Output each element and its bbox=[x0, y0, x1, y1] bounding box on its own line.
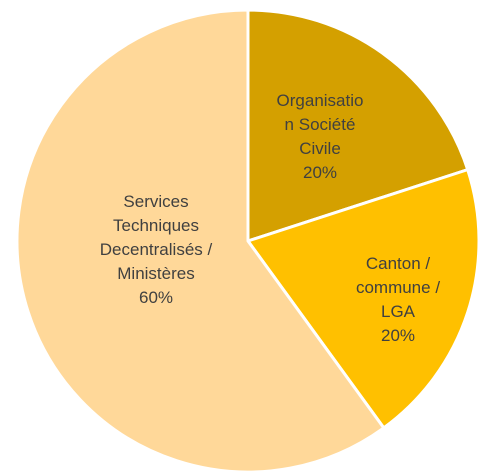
label: Services Techniques Decentralisés / Mini… bbox=[80, 190, 232, 310]
category-label: Organisation Société Civile bbox=[276, 91, 364, 158]
slice-label: Organisation Société Civile 20% bbox=[274, 72, 366, 202]
slice-label: Canton / commune / LGA 20% bbox=[352, 235, 444, 365]
value-label: 20% bbox=[380, 326, 416, 345]
label-box: Services Techniques Decentralisés / Mini… bbox=[80, 185, 232, 315]
slice-label: Services Techniques Decentralisés / Mini… bbox=[80, 185, 232, 315]
category-label: Services Techniques Decentralisés / Mini… bbox=[99, 192, 213, 283]
pie-slice bbox=[246, 8, 470, 243]
pie-slice bbox=[15, 8, 386, 472]
label: Canton / commune / LGA 20% bbox=[352, 252, 444, 348]
category-label: Canton / commune / LGA bbox=[355, 254, 441, 321]
label-box: Canton / commune / LGA 20% bbox=[352, 235, 444, 365]
value-label: 20% bbox=[302, 163, 338, 182]
value-label: 60% bbox=[138, 288, 174, 307]
label-box: Organisation Société Civile 20% bbox=[274, 72, 366, 202]
label: Organisation Société Civile 20% bbox=[274, 89, 366, 185]
pie-slice bbox=[246, 168, 480, 430]
